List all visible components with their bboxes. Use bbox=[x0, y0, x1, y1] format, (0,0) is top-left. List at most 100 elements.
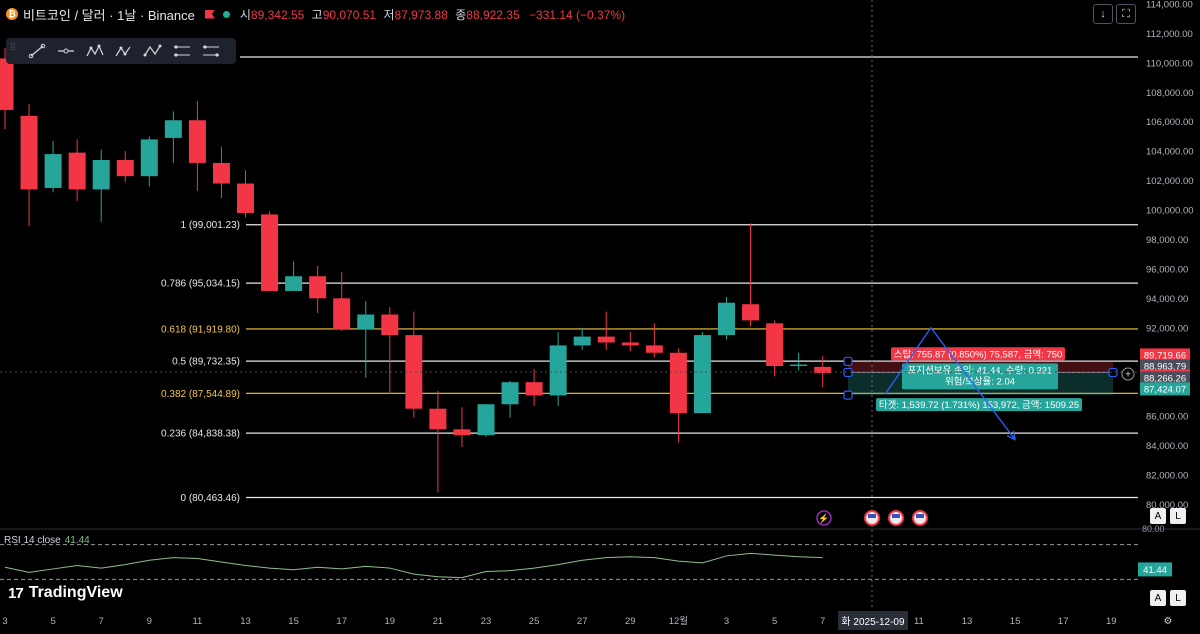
flag-icon[interactable] bbox=[204, 9, 215, 19]
candle-body bbox=[766, 323, 784, 367]
price-tick-label: 80,000.00 bbox=[1146, 500, 1188, 511]
candle-body bbox=[92, 159, 110, 190]
time-tick-label: 25 bbox=[529, 616, 540, 627]
candle-body bbox=[20, 115, 38, 190]
price-tick-label: 86,000.00 bbox=[1146, 412, 1188, 423]
time-tick-label: 19 bbox=[385, 616, 396, 627]
info-label-bg bbox=[902, 363, 1058, 390]
time-tick-label: 17 bbox=[336, 616, 347, 627]
rsi-legend[interactable]: RSI 14 close 41.44 bbox=[4, 535, 90, 546]
short-position-icon[interactable] bbox=[199, 41, 223, 61]
position-handle[interactable] bbox=[843, 390, 853, 400]
candle-body bbox=[357, 314, 375, 330]
fib-label: 0.236 (84,838.38) bbox=[161, 429, 240, 440]
time-tick-label: 7 bbox=[820, 616, 825, 627]
candle-body bbox=[237, 183, 254, 213]
short-position-tool[interactable]: 스탑: 755.87 (0.850%) 75,587, 금액: 750 포지션보유… bbox=[843, 347, 1118, 412]
rsi-pane: 80.00 41.44 bbox=[0, 524, 1200, 580]
price-badge-bg bbox=[1140, 382, 1190, 396]
time-tick-label: 12월 bbox=[669, 615, 688, 627]
candle-body bbox=[549, 345, 567, 396]
candle-body bbox=[44, 154, 62, 188]
rsi-value-badge: 41.44 bbox=[1143, 565, 1167, 576]
candle-body bbox=[573, 336, 591, 346]
candlestick-series bbox=[0, 48, 832, 493]
candle-body bbox=[333, 298, 351, 330]
projection-path[interactable] bbox=[0, 0, 1138, 610]
time-tick-label: 19 bbox=[1106, 616, 1117, 627]
price-badge: 88,963.79 bbox=[1144, 361, 1186, 372]
time-tick-label: 9 bbox=[147, 616, 152, 627]
time-tick-label: 23 bbox=[481, 616, 492, 627]
add-alert-glyph: + bbox=[1125, 370, 1131, 381]
time-tick-label: 29 bbox=[625, 616, 636, 627]
add-alert-icon[interactable] bbox=[1121, 367, 1135, 381]
horizontal-line-icon[interactable] bbox=[54, 41, 78, 61]
download-button[interactable]: ↓ bbox=[1093, 4, 1113, 24]
rsi-axis-label: 80.00 bbox=[1142, 524, 1165, 534]
settings-icon[interactable]: ⚙ bbox=[1160, 613, 1176, 629]
target-label: 타겟: 1,539.72 (1.731%) 153,972, 금액: 1509.… bbox=[879, 399, 1079, 411]
fib-label: 1 (99,001.23) bbox=[181, 220, 241, 231]
abcd-icon[interactable] bbox=[141, 41, 165, 61]
price-badge: 88,266.26 bbox=[1144, 373, 1186, 384]
fib-label: 0.382 (87,544.89) bbox=[161, 389, 240, 400]
price-axis[interactable]: 114,000.00 112,000.00 110,000.00 108,000.00… bbox=[1121, 0, 1194, 511]
candle-body bbox=[453, 429, 471, 436]
time-tick-label: 15 bbox=[288, 616, 299, 627]
candle-body bbox=[501, 382, 519, 405]
xabcd-icon[interactable] bbox=[112, 41, 136, 61]
candle-body bbox=[164, 120, 182, 138]
info-label-line1: 포지션보유 손익: 41.44, 수량: 0.331 bbox=[908, 364, 1053, 376]
tradingview-logo: 17 TradingView bbox=[8, 584, 123, 602]
price-badge: 89,719.66 bbox=[1144, 350, 1186, 361]
time-tick-label: 17 bbox=[1058, 616, 1069, 627]
fullscreen-button[interactable]: ⛶ bbox=[1116, 4, 1136, 24]
fib-label: 0.786 (95,034.15) bbox=[161, 279, 240, 290]
event-markers[interactable]: ⚡ bbox=[816, 510, 928, 526]
candle-body bbox=[405, 335, 423, 409]
pattern-icon[interactable] bbox=[83, 41, 107, 61]
time-tick-label: 11 bbox=[914, 616, 924, 627]
time-axis[interactable]: 3 5 7 9 11 13 15 17 19 21 23 25 27 29 12월 3 5 7 11 13 15 17 19 bbox=[2, 615, 1116, 627]
fibonacci-retracement[interactable]: 1 (99,001.23) 0.786 (95,034.15) 0.618 (91,… bbox=[161, 56, 1138, 504]
rsi-line bbox=[4, 552, 823, 579]
tradingview-logo-icon: 17 bbox=[8, 584, 24, 602]
price-badge: 87,424.07 bbox=[1144, 384, 1186, 395]
projection-arrow-icon[interactable] bbox=[1006, 430, 1016, 441]
candle-body bbox=[669, 352, 687, 414]
time-tick-label: 15 bbox=[1010, 616, 1021, 627]
long-position-icon[interactable] bbox=[170, 41, 194, 61]
fib-label: 0.5 (89,732.35) bbox=[172, 357, 240, 368]
candle-body bbox=[645, 345, 663, 353]
time-tick-label: 5 bbox=[50, 616, 55, 627]
auto-scale-button[interactable]: A bbox=[1150, 508, 1166, 524]
candle-body bbox=[140, 139, 158, 177]
candle-body bbox=[814, 366, 832, 374]
rsi-log-scale-button[interactable]: L bbox=[1170, 590, 1186, 606]
candle-body bbox=[597, 336, 615, 343]
price-badge-bg bbox=[1140, 371, 1190, 385]
stop-label: 스탑: 755.87 (0.850%) 75,587, 금액: 750 bbox=[894, 348, 1063, 360]
candle-body bbox=[621, 342, 639, 346]
candle-body bbox=[0, 58, 14, 110]
candle-body bbox=[525, 382, 543, 396]
candle-body bbox=[429, 408, 447, 430]
time-tick-label: 21 bbox=[433, 616, 444, 627]
symbol-title[interactable]: 비트코인 / 달러 · 1날 · Binance bbox=[23, 7, 195, 23]
market-status-icon bbox=[222, 10, 230, 18]
rsi-auto-scale-button[interactable]: A bbox=[1150, 590, 1166, 606]
lightning-event-icon[interactable] bbox=[816, 510, 832, 526]
position-handle[interactable] bbox=[843, 356, 853, 366]
trendline-icon[interactable] bbox=[25, 41, 49, 61]
candle-body bbox=[790, 364, 808, 367]
price-tick-label: 110,000.00 bbox=[1146, 58, 1193, 69]
ohlc-values: 시89,342.55 고90,070.51 저87,973.88 종88,922… bbox=[239, 7, 626, 22]
grip-icon[interactable]: ⁞⁞ bbox=[10, 42, 16, 53]
crosshair-date-label: 화 2025-12-09 bbox=[838, 611, 908, 630]
candle-body bbox=[742, 304, 760, 321]
price-tick-label: 106,000.00 bbox=[1146, 117, 1194, 128]
time-tick-label: 3 bbox=[2, 616, 7, 627]
log-scale-button[interactable]: L bbox=[1170, 508, 1186, 524]
